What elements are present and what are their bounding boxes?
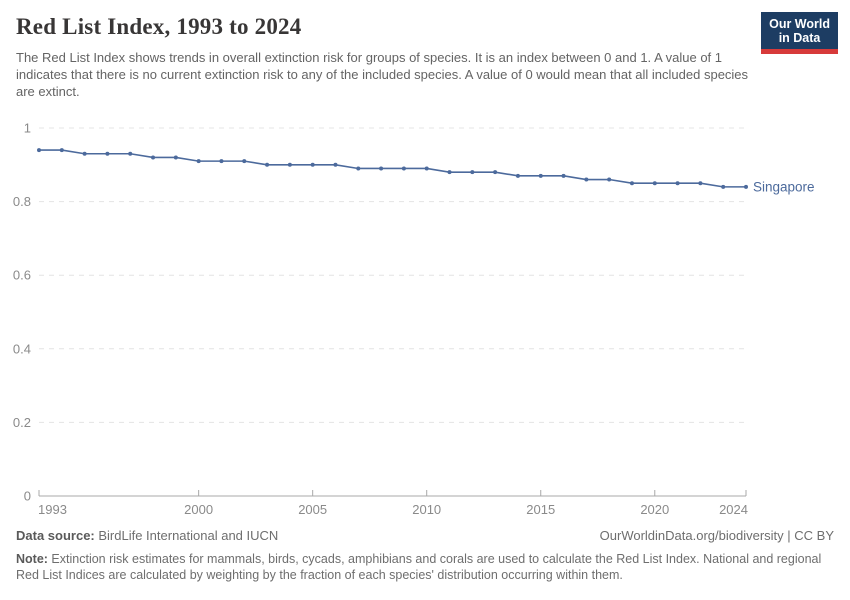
data-point [356,166,361,171]
data-point [333,162,338,167]
data-point [698,181,703,186]
data-point [493,170,498,175]
data-point [82,151,87,156]
attribution-link[interactable]: OurWorldinData.org/biodiversity | CC BY [599,528,834,543]
note-value: Extinction risk estimates for mammals, b… [16,552,822,582]
data-point [379,166,384,171]
data-point [607,177,612,182]
data-point [310,162,315,167]
x-axis-tick-label: 2015 [526,502,555,517]
chart-header: Red List Index, 1993 to 2024 The Red Lis… [16,13,756,100]
data-point [242,159,247,164]
data-source-value: BirdLife International and IUCN [94,528,279,543]
x-axis-tick-label: 2000 [184,502,213,517]
data-point [561,173,566,178]
data-point [721,184,726,189]
data-point [470,170,475,175]
chart-footer: Data source: BirdLife International and … [16,528,834,583]
x-axis-tick-label: 2010 [412,502,441,517]
y-axis-tick-label: 0.4 [13,341,31,356]
data-point [128,151,133,156]
owid-logo-line1: Our World [769,17,830,31]
x-axis-tick-label: 2020 [640,502,669,517]
data-point [538,173,543,178]
data-point [151,155,156,160]
y-axis-tick-label: 0.2 [13,415,31,430]
x-axis-tick-label: 1993 [38,502,67,517]
x-axis-tick-label: 2005 [298,502,327,517]
data-source-label: Data source: [16,528,95,543]
data-point [287,162,292,167]
data-point [447,170,452,175]
data-point [584,177,589,182]
y-axis-tick-label: 1 [24,121,31,136]
chart-note: Note: Extinction risk estimates for mamm… [16,551,834,583]
data-point [219,159,224,164]
y-axis-tick-label: 0.8 [13,194,31,209]
page-title: Red List Index, 1993 to 2024 [16,14,302,39]
y-axis-tick-label: 0 [24,489,31,504]
x-axis-tick-label: 2024 [719,502,748,517]
data-point [105,151,110,156]
owid-logo-line2: in Data [778,31,821,45]
data-point [629,181,634,186]
data-point [744,184,748,189]
y-axis-tick-label: 0.6 [13,268,31,283]
chart-subtitle: The Red List Index shows trends in overa… [16,50,749,99]
data-point [173,155,178,160]
data-point [675,181,680,186]
data-point [652,181,657,186]
owid-logo[interactable]: Our World in Data [761,12,838,54]
data-point [424,166,429,171]
data-point [515,173,520,178]
data-point [401,166,406,171]
data-point [37,148,41,153]
data-source-line: Data source: BirdLife International and … [16,528,278,544]
series-end-label: Singapore [753,179,815,194]
data-line [39,149,746,188]
data-point [265,162,270,167]
note-label: Note: [16,552,48,566]
data-point [59,148,64,153]
data-point [196,159,201,164]
